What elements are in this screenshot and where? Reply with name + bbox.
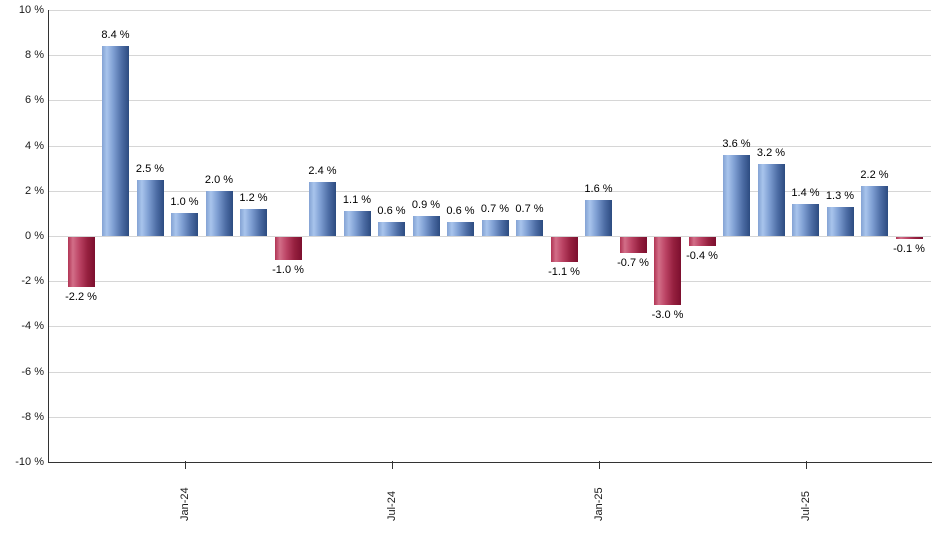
bar-positive	[757, 163, 785, 236]
bar-value-label: 0.7 %	[480, 203, 510, 216]
gridline	[48, 100, 931, 101]
bar-value-label: -2.2 %	[65, 290, 97, 303]
gridline	[48, 146, 931, 147]
bar-positive	[516, 220, 543, 236]
y-axis-tick-label: 6 %	[25, 94, 44, 106]
y-axis-tick-label: 4 %	[25, 140, 44, 152]
bar-value-label: 2.4 %	[308, 164, 337, 177]
bar-value-label: -0.7 %	[617, 256, 649, 269]
bar-value-label: 1.3 %	[825, 189, 855, 202]
bar-positive	[723, 154, 750, 236]
bar-negative	[274, 237, 302, 260]
y-axis-tick-label: -2 %	[21, 275, 44, 287]
bar-value-label: -3.0 %	[651, 308, 684, 321]
bar-positive	[102, 46, 129, 236]
bar-value-label: 2.5 %	[135, 162, 165, 175]
y-axis-tick-label: 10 %	[18, 4, 44, 16]
bar-positive	[792, 204, 819, 236]
bar-value-label: 1.4 %	[791, 187, 820, 200]
bar-value-label: 1.6 %	[584, 182, 613, 195]
bar-value-label: -0.1 %	[893, 243, 925, 256]
bar-value-label: 1.1 %	[342, 194, 372, 207]
bar-positive	[481, 220, 509, 236]
bar-value-label: -1.1 %	[548, 265, 580, 278]
bar-value-label: 0.6 %	[377, 205, 406, 218]
bar-value-label: 1.0 %	[170, 196, 199, 209]
y-axis-tick-label: -8 %	[21, 411, 44, 423]
gridline	[48, 281, 931, 282]
y-axis-tick-label: -4 %	[21, 320, 44, 332]
x-axis-tick-label: Jul-25	[799, 491, 812, 521]
gridline	[48, 372, 931, 373]
bar-positive	[447, 222, 474, 236]
bar-negative	[619, 237, 647, 253]
y-axis-tick-label: 0 %	[25, 230, 44, 242]
x-axis-tick	[391, 461, 393, 469]
bar-value-label: 0.9 %	[411, 198, 441, 211]
gridline	[48, 10, 931, 11]
bar-negative	[67, 237, 95, 287]
bar-positive	[309, 181, 336, 236]
gridline	[48, 191, 931, 192]
bar-positive	[412, 215, 440, 236]
x-axis-tick	[598, 461, 600, 469]
bar-positive	[171, 213, 198, 236]
bar-positive	[205, 190, 233, 236]
gridline	[48, 417, 931, 418]
bar-value-label: 0.6 %	[446, 205, 475, 218]
y-axis-line	[48, 10, 49, 463]
bar-value-label: -1.0 %	[272, 263, 304, 276]
gridline	[48, 236, 931, 237]
bar-value-label: 3.6 %	[722, 137, 751, 150]
bar-negative	[688, 237, 716, 246]
bar-value-label: 2.0 %	[204, 173, 234, 186]
gridline	[48, 55, 931, 56]
bar-positive	[585, 199, 612, 236]
bar-positive	[136, 179, 164, 236]
bar-positive	[240, 208, 267, 236]
y-axis-tick-label: 8 %	[25, 49, 44, 61]
bar-value-label: 2.2 %	[860, 169, 889, 182]
x-axis-tick-label: Jan-24	[178, 487, 191, 521]
y-axis-tick-label: -6 %	[21, 366, 44, 378]
bar-positive	[861, 186, 888, 236]
bar-negative	[654, 237, 681, 305]
y-axis-tick-label: 2 %	[25, 185, 44, 197]
bar-negative	[895, 237, 923, 240]
bar-negative	[550, 237, 578, 262]
x-axis-tick-label: Jan-25	[592, 487, 605, 521]
bar-positive	[826, 206, 854, 236]
bar-value-label: 8.4 %	[101, 29, 130, 42]
bar-value-label: 3.2 %	[756, 146, 786, 159]
bar-value-label: 0.7 %	[515, 203, 544, 216]
x-axis-tick-label: Jul-24	[385, 491, 398, 521]
bar-positive	[378, 222, 405, 236]
bar-value-label: 1.2 %	[239, 191, 268, 204]
bar-positive	[343, 211, 371, 236]
gridline	[48, 326, 931, 327]
y-axis-tick-label: -10 %	[15, 456, 44, 468]
x-axis-line	[48, 462, 932, 463]
x-axis-tick	[805, 461, 807, 469]
x-axis-tick	[184, 461, 186, 469]
bar-value-label: -0.4 %	[686, 250, 718, 262]
